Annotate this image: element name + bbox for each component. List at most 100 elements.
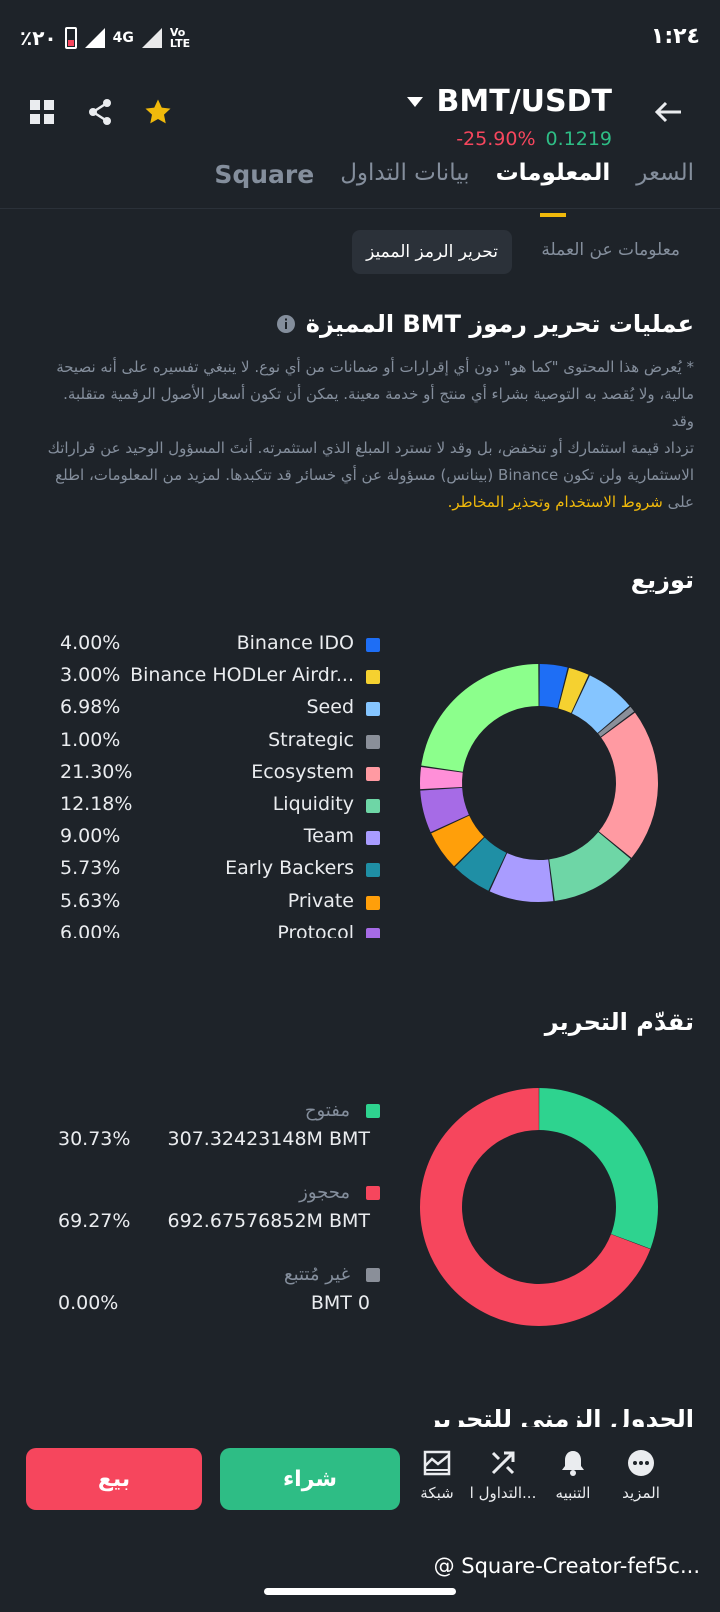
donut-slice <box>598 706 635 737</box>
donut-slice <box>420 787 469 833</box>
donut-slice <box>539 1088 658 1249</box>
subtab-coin-info[interactable]: معلومات عن العملة <box>541 240 680 260</box>
legend-swatch <box>366 831 380 846</box>
pair-selector[interactable]: BMT/USDT <box>406 84 612 119</box>
tab-info[interactable]: المعلومات <box>496 160 611 203</box>
legend-swatch <box>366 670 380 685</box>
nav-more[interactable]: المزيد <box>606 1448 676 1502</box>
nav-alert[interactable]: التنبيه <box>538 1448 608 1502</box>
legend-pct: 21.30% <box>60 760 133 783</box>
unlock-amount: BMT 0 <box>310 1292 370 1314</box>
subtab-token-unlock[interactable]: تحرير الرمز المميز <box>352 230 512 274</box>
disclaimer-last-line: على شروط الاستخدام وتحذير المخاطر. <box>40 489 694 516</box>
tabs-divider <box>0 208 720 209</box>
legend-name: Binance HODLer Airdr... <box>130 664 354 687</box>
legend-square <box>366 1104 380 1118</box>
unlock-pct: 0.00% <box>58 1292 119 1314</box>
buy-button[interactable]: شراء <box>220 1448 400 1510</box>
unlock-pct: 30.73% <box>58 1128 131 1150</box>
distribution-legend[interactable]: 4.00% Binance IDO 3.00% Binance HODLer Aird… <box>0 632 400 938</box>
legend-swatch <box>366 799 380 813</box>
terms-link[interactable]: شروط الاستخدام وتحذير المخاطر. <box>447 493 663 511</box>
legend-row: 6.98% Seed <box>0 696 380 726</box>
disclaimer-line: * يُعرض هذا المحتوى "كما هو" دون أي إقرا… <box>56 358 694 376</box>
favorite-star-icon[interactable] <box>136 90 180 134</box>
legend-name: Strategic <box>268 728 354 751</box>
nav-trade[interactable]: التداول ا... <box>468 1448 538 1502</box>
donut-slice <box>489 853 554 902</box>
info-icon[interactable] <box>276 314 296 334</box>
nav-label: شبكة <box>420 1484 454 1502</box>
sell-button[interactable]: بيع <box>26 1448 202 1510</box>
legend-name: Protocol <box>277 921 354 938</box>
legend-swatch <box>366 734 380 749</box>
unlock-label: غير مُتتبع <box>283 1264 350 1285</box>
legend-swatch <box>366 927 380 938</box>
unlock-legend: مفتوح 30.73% 307.32423148M BMT محجوز 69.… <box>0 1100 380 1320</box>
home-indicator[interactable] <box>264 1588 456 1595</box>
unlock-pct: 69.27% <box>58 1210 131 1232</box>
legend-pct: 5.63% <box>60 889 121 912</box>
price-row: -25.90% 0.1219 <box>456 128 612 150</box>
unlock-label: مفتوح <box>304 1100 350 1121</box>
donut-slice <box>549 832 631 901</box>
disclaimer-prefix: على <box>662 493 694 511</box>
legend-row: 4.00% Binance IDO <box>0 632 380 662</box>
disclaimer-line: تزداد قيمة استثمارك أو تنخفض، بل وقد لا … <box>47 439 694 457</box>
disclaimer: * يُعرض هذا المحتوى "كما هو" دون أي إقرا… <box>40 354 694 516</box>
donut-slice <box>455 837 507 891</box>
donut-slice <box>421 664 539 772</box>
distribution-title: توزيع <box>630 566 694 594</box>
price-change: -25.90% <box>456 128 536 150</box>
legend-pct: 5.73% <box>60 857 121 880</box>
unlock-schedule-title: الجدول الزمني للتحرير <box>427 1405 694 1427</box>
donut-slice <box>571 675 630 733</box>
signal-icon <box>84 28 105 48</box>
legend-row: 5.73% Early Backers <box>0 857 380 887</box>
tab-price[interactable]: السعر <box>636 160 694 186</box>
legend-name: Binance IDO <box>236 632 354 654</box>
signal-icon-2 <box>141 28 162 48</box>
battery-icon <box>64 27 77 49</box>
unlock-section-header: عمليات تحرير رموز BMT المميزة <box>276 310 694 338</box>
disclaimer-line: مالية، ولا يُقصد به التوصية بشراء أي منت… <box>63 385 694 430</box>
status-bar-left: ٪٢٠ 4G Vo LTE <box>20 26 194 50</box>
legend-name: Private <box>287 889 354 912</box>
network-type: 4G <box>112 30 134 46</box>
legend-pct: 4.00% <box>60 632 121 654</box>
legend-name: Team <box>303 825 354 848</box>
unlock-amount: 692.67576852M BMT <box>167 1210 370 1232</box>
unlock-amount: 307.32423148M BMT <box>167 1128 370 1150</box>
volte-indicator: Vo LTE <box>169 26 191 50</box>
unlock-donut-chart <box>420 1088 658 1326</box>
pair-name: BMT/USDT <box>436 84 612 119</box>
legend-name: Ecosystem <box>251 760 354 783</box>
watermark: @ Square-Creator-fef5c... <box>433 1554 700 1578</box>
disclaimer-line: الاستثمارية ولن تكون Binance (بينانس) مس… <box>55 466 694 484</box>
nav-label: التنبيه <box>555 1484 591 1502</box>
legend-row: 9.00% Team <box>0 825 380 855</box>
legend-square <box>366 1268 380 1282</box>
last-price: 0.1219 <box>545 128 612 150</box>
tab-square[interactable]: Square <box>214 160 315 189</box>
donut-slice <box>558 667 589 713</box>
donut-slice <box>598 712 658 858</box>
legend-square <box>366 1186 380 1200</box>
share-icon[interactable] <box>78 90 122 134</box>
unlock-progress-title: تقدّم التحرير <box>544 1008 694 1036</box>
grid-menu-icon[interactable] <box>20 90 64 134</box>
section-title: عمليات تحرير رموز BMT المميزة <box>305 310 694 338</box>
unlock-item-locked: محجوز <box>0 1182 380 1206</box>
main-tabs: السعر المعلومات بيانات التداول Square <box>214 160 694 203</box>
tab-trading-data[interactable]: بيانات التداول <box>340 160 470 186</box>
distribution-donut-chart <box>420 664 658 902</box>
chevron-down-icon <box>406 96 423 107</box>
legend-swatch <box>366 702 380 717</box>
legend-pct: 12.18% <box>60 793 133 815</box>
legend-name: Early Backers <box>225 857 354 880</box>
unlock-item-unlocked: مفتوح <box>0 1100 380 1124</box>
back-arrow-icon[interactable] <box>646 90 690 134</box>
trade-icon <box>491 1451 515 1475</box>
nav-grid[interactable]: شبكة <box>402 1448 472 1502</box>
bell-icon <box>562 1451 584 1476</box>
